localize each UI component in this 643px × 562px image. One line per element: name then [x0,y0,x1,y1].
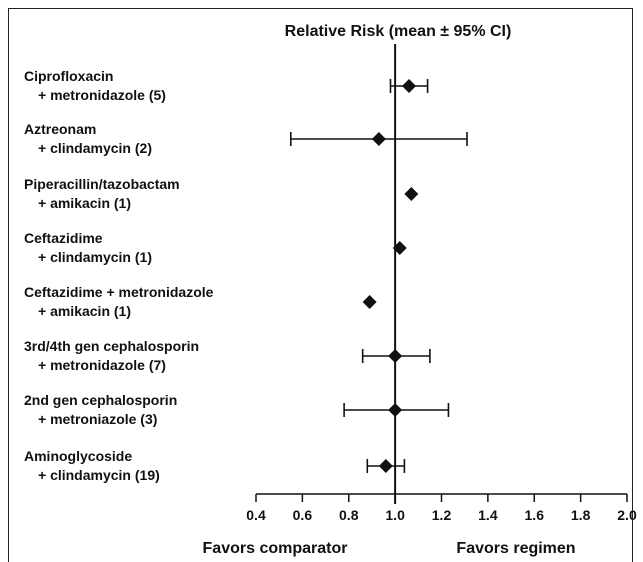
x-tick-label: 1.2 [432,507,452,523]
x-tick-label: 0.6 [293,507,313,523]
forest-row: Aminoglycoside + clindamycin (19) [24,448,406,483]
x-tick-label: 1.4 [478,507,498,523]
ticks-group: 0.4 0.6 0.8 1.0 1.2 1.4 1.6 1.8 2.0 [246,494,637,523]
row-label-line2: + clindamycin (2) [38,140,152,156]
row-label-line1: 3rd/4th gen cephalosporin [24,338,199,354]
row-label-line1: Aminoglycoside [24,448,132,464]
forest-row: 2nd gen cephalosporin + metroniazole (3) [24,392,450,427]
forest-row: Ceftazidime + clindamycin (1) [24,230,407,265]
chart-title: Relative Risk (mean ± 95% CI) [285,23,512,40]
row-label-line1: Ciprofloxacin [24,68,113,84]
row-label-line2: + clindamycin (1) [38,249,152,265]
row-label-line2: + metroniazole (3) [38,411,157,427]
row-label-line1: 2nd gen cephalosporin [24,392,177,408]
row-label-line2: + amikacin (1) [38,303,131,319]
favors-comparator-label: Favors comparator [203,540,348,557]
row-label-line2: + amikacin (1) [38,195,131,211]
row-label-line2: + clindamycin (19) [38,467,160,483]
forest-row: Aztreonam + clindamycin (2) [24,121,468,156]
row-label-line1: Aztreonam [24,121,96,137]
mean-marker [378,459,393,473]
mean-marker [362,295,377,309]
x-tick-label: 0.8 [339,507,359,523]
mean-marker [402,79,417,93]
row-label-line1: Ceftazidime [24,230,103,246]
forest-row: Ciprofloxacin + metronidazole (5) [24,68,429,103]
mean-marker [392,241,407,255]
row-label-line1: Ceftazidime + metronidazole [24,284,214,300]
rows-group: Ciprofloxacin + metronidazole (5) Aztreona… [24,68,468,483]
favors-regimen-label: Favors regimen [456,540,575,557]
chart-frame [8,8,633,562]
row-label-line2: + metronidazole (7) [38,357,166,373]
row-label-line1: Piperacillin/tazobactam [24,176,180,192]
x-tick-label: 1.0 [385,507,405,523]
forest-row: 3rd/4th gen cephalosporin + metronidazole… [24,338,431,373]
x-tick-label: 1.6 [525,507,545,523]
x-tick-label: 1.8 [571,507,591,523]
forest-row: Ceftazidime + metronidazole + amikacin (1… [24,284,377,319]
row-label-line2: + metronidazole (5) [38,87,166,103]
x-tick-label: 0.4 [246,507,266,523]
mean-marker [404,187,419,201]
mean-marker [371,132,386,146]
x-tick-label: 2.0 [617,507,637,523]
forest-row: Piperacillin/tazobactam + amikacin (1) [24,176,419,211]
